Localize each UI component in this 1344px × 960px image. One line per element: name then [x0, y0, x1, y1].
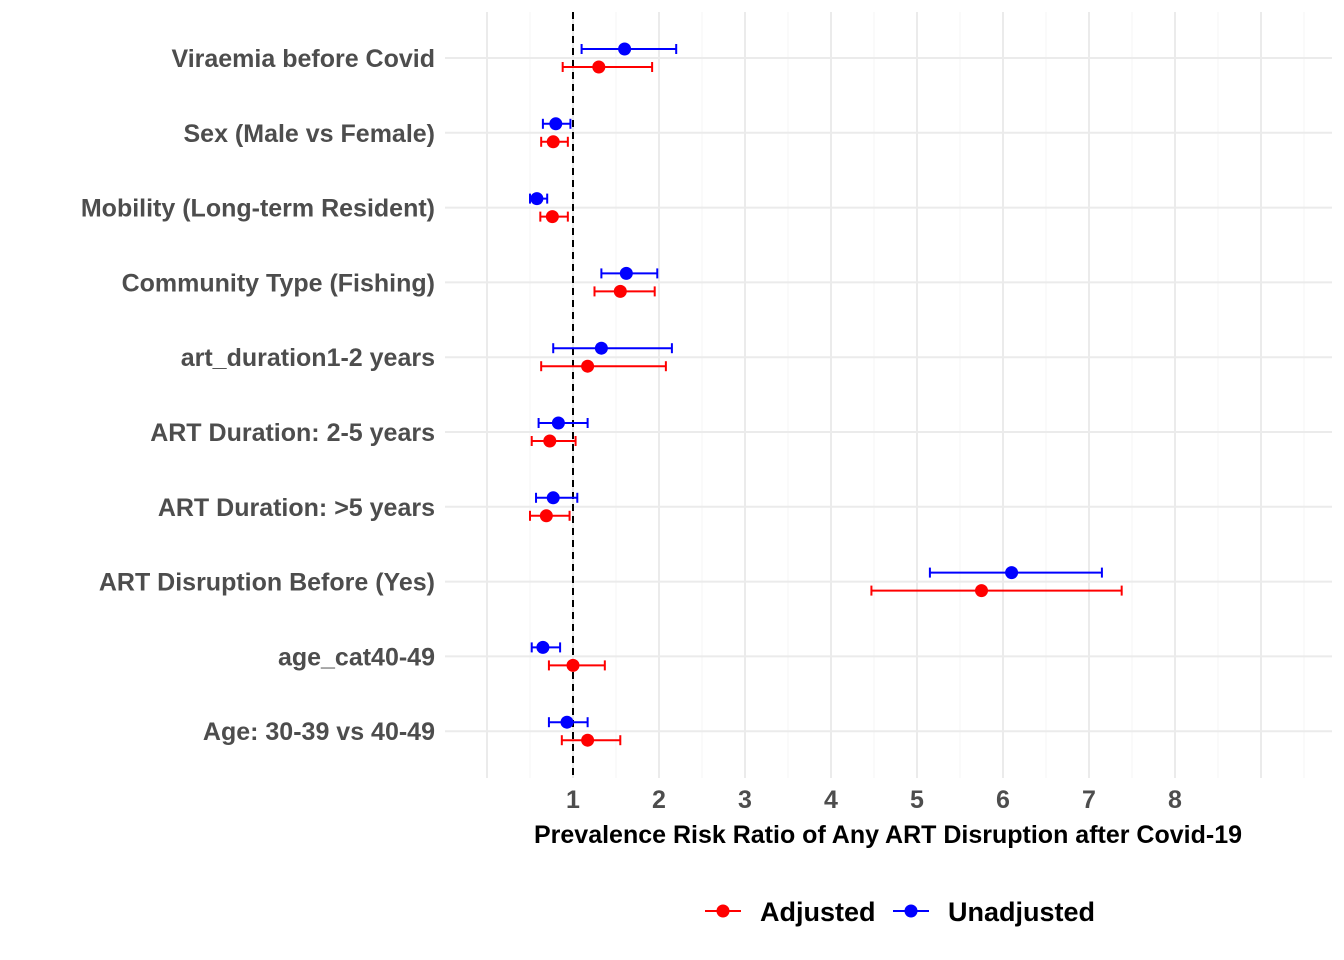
x-tick-label: 2	[652, 786, 666, 814]
y-tick-label: Viraemia before Covid	[171, 45, 435, 73]
point-estimate	[581, 359, 595, 373]
point-estimate	[594, 341, 608, 355]
y-axis-labels: Viraemia before Covid Sex (Male vs Female…	[81, 45, 435, 746]
legend-item-adjusted: Adjusted	[705, 897, 876, 927]
y-tick-label: Community Type (Fishing)	[122, 269, 435, 297]
y-tick-label: ART Duration: >5 years	[158, 494, 435, 522]
data-row-unadjusted	[928, 566, 1103, 580]
y-tick-label: age_cat40-49	[278, 643, 435, 671]
point-estimate	[619, 266, 633, 280]
data-row-unadjusted	[530, 640, 562, 654]
point-estimate	[560, 715, 574, 729]
data-row-unadjusted	[580, 42, 678, 56]
data-row-adjusted	[547, 658, 606, 672]
y-tick-label: ART Disruption Before (Yes)	[99, 569, 435, 597]
legend-point	[904, 904, 918, 918]
data-row-adjusted	[539, 210, 569, 224]
point-estimate	[566, 658, 580, 672]
y-tick-label: Mobility (Long-term Resident)	[81, 195, 435, 223]
legend-label: Adjusted	[760, 897, 876, 927]
legend-label: Unadjusted	[948, 897, 1095, 927]
point-estimate	[1005, 566, 1019, 580]
data-row-unadjusted	[541, 117, 572, 131]
data-row-adjusted	[560, 733, 622, 747]
y-tick-label: ART Duration: 2-5 years	[150, 419, 435, 447]
data-row-unadjusted	[547, 715, 589, 729]
point-estimate	[530, 192, 544, 206]
point-estimate	[536, 640, 550, 654]
point-estimate	[545, 210, 559, 224]
data-row-unadjusted	[552, 341, 673, 355]
data-row-unadjusted	[529, 192, 549, 206]
point-estimate	[546, 135, 560, 149]
point-estimate	[549, 117, 563, 131]
data-row-adjusted	[540, 135, 569, 149]
x-tick-label: 6	[996, 786, 1010, 814]
x-tick-label: 5	[910, 786, 924, 814]
legend-point	[716, 904, 730, 918]
data-row-adjusted	[529, 509, 571, 523]
plot-marks	[529, 42, 1123, 747]
legend: Adjusted Unadjusted	[705, 897, 1095, 927]
data-row-unadjusted	[537, 416, 589, 430]
data-row-adjusted	[870, 584, 1123, 598]
x-tick-label: 1	[566, 786, 580, 814]
point-estimate	[618, 42, 632, 56]
legend-item-unadjusted: Unadjusted	[893, 897, 1095, 927]
y-tick-label: Age: 30-39 vs 40-49	[203, 718, 435, 746]
data-row-unadjusted	[535, 491, 579, 505]
point-estimate	[592, 60, 606, 74]
x-tick-label: 7	[1082, 786, 1096, 814]
point-estimate	[551, 416, 565, 430]
data-row-unadjusted	[600, 266, 659, 280]
x-axis-label: Prevalence Risk Ratio of Any ART Disrupt…	[534, 821, 1242, 849]
x-tick-label: 3	[738, 786, 752, 814]
point-estimate	[546, 491, 560, 505]
grid-layer	[445, 12, 1332, 778]
y-tick-label: Sex (Male vs Female)	[183, 120, 435, 148]
data-row-adjusted	[540, 359, 667, 373]
x-tick-label: 4	[824, 786, 838, 814]
x-tick-label: 8	[1168, 786, 1182, 814]
data-row-adjusted	[593, 284, 656, 298]
point-estimate	[581, 733, 595, 747]
x-axis-ticks: 1 2 3 4 5 6 7 8	[566, 786, 1182, 814]
point-estimate	[975, 584, 988, 598]
point-estimate	[543, 434, 557, 448]
point-estimate	[539, 509, 553, 523]
y-tick-label: art_duration1-2 years	[181, 344, 435, 372]
point-estimate	[613, 284, 627, 298]
data-row-adjusted	[530, 434, 577, 448]
data-row-adjusted	[561, 60, 654, 74]
